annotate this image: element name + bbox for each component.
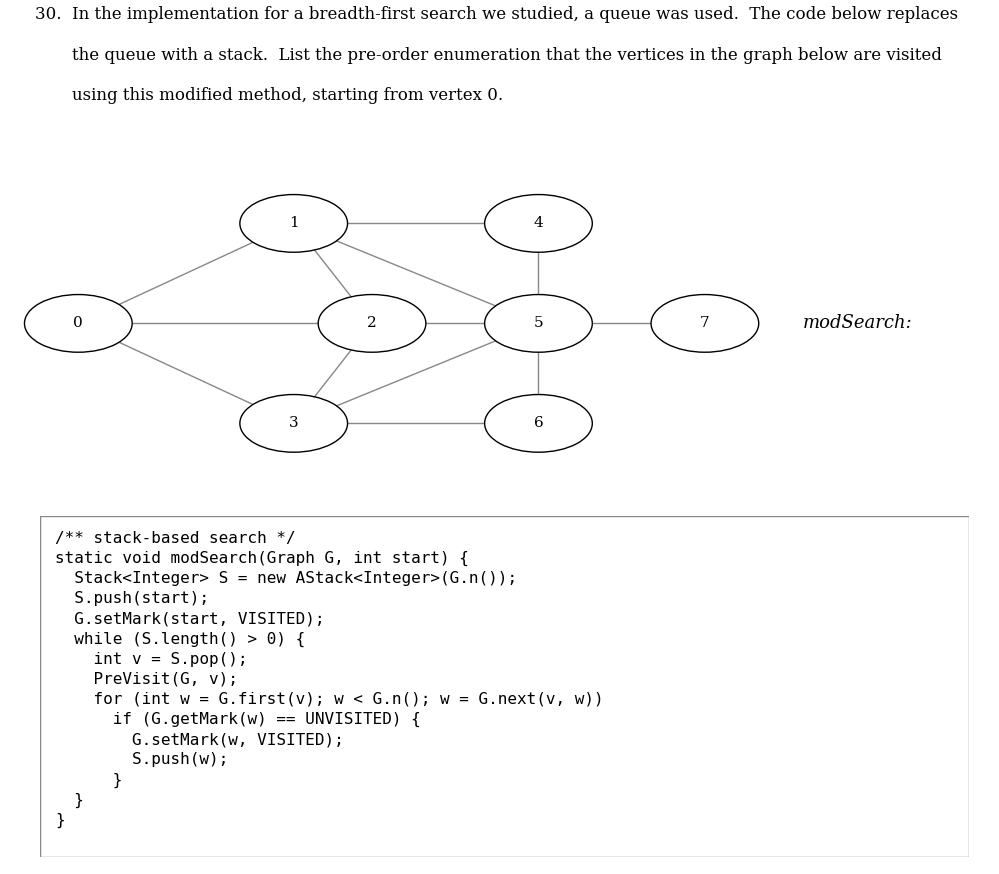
- Text: }: }: [55, 773, 122, 787]
- Text: S.push(w);: S.push(w);: [55, 753, 228, 767]
- Text: for (int w = G.first(v); w < G.n(); w = G.next(v, w)): for (int w = G.first(v); w < G.n(); w = …: [55, 692, 603, 707]
- Text: }: }: [55, 813, 65, 828]
- Text: Stack<Integer> S = new AStack<Integer>(G.n());: Stack<Integer> S = new AStack<Integer>(G…: [55, 572, 516, 586]
- Ellipse shape: [240, 394, 348, 452]
- Ellipse shape: [318, 295, 426, 352]
- Ellipse shape: [240, 195, 348, 253]
- Text: static void modSearch(Graph G, int start) {: static void modSearch(Graph G, int start…: [55, 551, 469, 566]
- Ellipse shape: [485, 195, 592, 253]
- Text: the queue with a stack.  List the pre-order enumeration that the vertices in the: the queue with a stack. List the pre-ord…: [72, 47, 942, 64]
- Text: 2: 2: [368, 316, 377, 330]
- Text: /** stack-based search */: /** stack-based search */: [55, 531, 296, 546]
- Text: using this modified method, starting from vertex 0.: using this modified method, starting fro…: [72, 87, 503, 105]
- Ellipse shape: [485, 295, 592, 352]
- Ellipse shape: [25, 295, 132, 352]
- Text: G.setMark(w, VISITED);: G.setMark(w, VISITED);: [55, 732, 344, 747]
- Text: 7: 7: [700, 316, 709, 330]
- Text: int v = S.pop();: int v = S.pop();: [55, 652, 248, 667]
- Text: }: }: [55, 793, 84, 808]
- Text: S.push(start);: S.push(start);: [55, 592, 209, 607]
- Ellipse shape: [651, 295, 758, 352]
- Ellipse shape: [485, 394, 592, 452]
- Text: modSearch:: modSearch:: [803, 315, 912, 332]
- Text: PreVisit(G, v);: PreVisit(G, v);: [55, 672, 238, 687]
- Text: 3: 3: [289, 416, 299, 430]
- Text: 5: 5: [533, 316, 543, 330]
- Text: G.setMark(start, VISITED);: G.setMark(start, VISITED);: [55, 612, 325, 627]
- Text: while (S.length() > 0) {: while (S.length() > 0) {: [55, 632, 305, 647]
- Text: 4: 4: [533, 217, 543, 231]
- Text: 30.  In the implementation for a breadth-first search we studied, a queue was us: 30. In the implementation for a breadth-…: [35, 6, 958, 24]
- Text: 1: 1: [289, 217, 299, 231]
- FancyBboxPatch shape: [40, 516, 969, 857]
- Text: if (G.getMark(w) == UNVISITED) {: if (G.getMark(w) == UNVISITED) {: [55, 712, 421, 727]
- Text: 6: 6: [533, 416, 543, 430]
- Text: 0: 0: [74, 316, 83, 330]
